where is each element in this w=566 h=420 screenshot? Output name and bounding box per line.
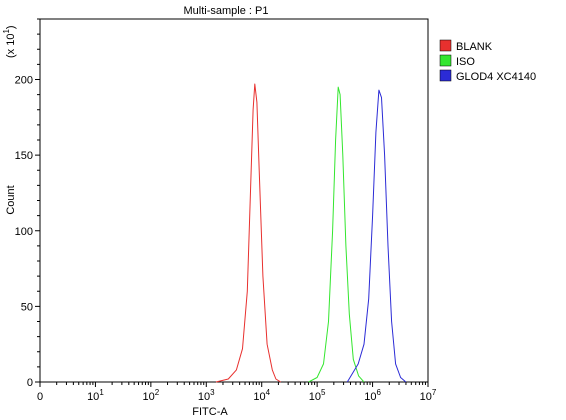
y-tick-label: 200	[15, 75, 33, 87]
y-tick-label: 50	[21, 301, 33, 313]
y-axis-label: Count	[5, 185, 17, 214]
x-axis-label: FITC-A	[192, 406, 228, 418]
x-tick-label: 103	[198, 388, 215, 403]
x-tick-label: 106	[364, 388, 381, 403]
series-line	[308, 86, 365, 383]
y-axis-multiplier: (x 101)	[2, 25, 17, 58]
y-tick-label: 150	[15, 150, 33, 162]
y-tick-label: 0	[27, 377, 33, 389]
series-line	[215, 83, 281, 383]
x-tick-label: 101	[87, 388, 104, 403]
chart-title: Multi-sample : P1	[184, 5, 269, 17]
x-tick-label: 105	[309, 388, 326, 403]
legend-swatch	[439, 39, 452, 52]
y-multiplier-prefix: (x 10	[5, 34, 17, 58]
series-layer	[215, 83, 407, 383]
legend: BLANK ISO GLOD4 XC4140	[439, 39, 536, 83]
y-multiplier-suffix: )	[5, 25, 17, 29]
series-line	[346, 89, 407, 383]
y-tick-labels: 0 50 100 150 200	[15, 75, 33, 390]
tick-marks	[35, 18, 429, 387]
x-tick-label: 102	[143, 388, 160, 403]
legend-label: BLANK	[456, 41, 493, 53]
x-tick-label: 104	[253, 388, 270, 403]
plot-area	[39, 18, 429, 383]
x-tick-label: 107	[420, 388, 437, 403]
y-multiplier-exp: 1	[2, 29, 11, 34]
x-tick-labels: 0 101 102 103 104 105 106 107	[37, 388, 437, 403]
legend-label: GLOD4 XC4140	[456, 71, 536, 83]
legend-swatch	[439, 69, 452, 82]
y-tick-label: 100	[15, 226, 33, 238]
legend-label: ISO	[456, 56, 475, 68]
x-tick-label: 0	[37, 391, 43, 403]
legend-swatch	[439, 54, 452, 67]
